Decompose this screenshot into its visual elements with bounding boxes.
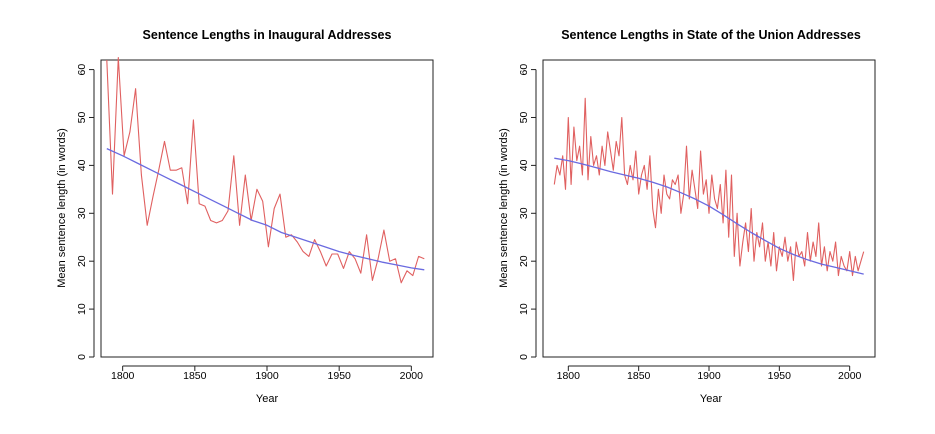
x-axis-label: Year <box>700 393 723 405</box>
y-tick-label: 30 <box>518 207 530 219</box>
x-tick-label: 1850 <box>183 370 207 382</box>
chart-panel-state-of-union: Sentence Lengths in State of the Union A… <box>498 28 876 405</box>
y-tick-label: 10 <box>518 303 530 315</box>
plot-frame <box>542 59 876 358</box>
chart-title: Sentence Lengths in State of the Union A… <box>561 28 861 42</box>
plot-frame <box>100 59 434 358</box>
y-tick-label: 20 <box>76 255 88 267</box>
plot-marks <box>106 57 425 284</box>
y-tick-label: 20 <box>518 255 530 267</box>
raw-series-line <box>553 97 865 281</box>
chart-panel-inaugural: Sentence Lengths in Inaugural Addresses … <box>56 28 434 405</box>
y-tick-label: 40 <box>518 159 530 171</box>
y-tick-label: 50 <box>518 112 530 124</box>
x-tick-label: 1900 <box>697 370 721 382</box>
y-axis-label: Mean sentence length (in words) <box>56 128 68 288</box>
y-tick-label: 50 <box>76 112 88 124</box>
plot-marks <box>553 97 865 281</box>
y-tick-label: 0 <box>518 354 530 360</box>
x-tick-label: 2000 <box>400 370 424 382</box>
x-tick-label: 1800 <box>111 370 135 382</box>
x-tick-label: 1900 <box>255 370 279 382</box>
trend-line <box>106 148 425 271</box>
axes: 0 10 20 30 40 50 60 1800 1850 1900 1950 2000 <box>518 64 862 382</box>
y-tick-label: 30 <box>76 207 88 219</box>
y-tick-label: 10 <box>76 303 88 315</box>
chart-title: Sentence Lengths in Inaugural Addresses <box>143 28 392 42</box>
x-tick-label: 1850 <box>627 370 651 382</box>
x-tick-label: 1950 <box>768 370 792 382</box>
trend-line <box>554 157 864 275</box>
y-tick-label: 40 <box>76 159 88 171</box>
x-axis-label: Year <box>256 393 279 405</box>
y-axis-label: Mean sentence length (in words) <box>498 128 510 288</box>
y-tick-label: 0 <box>76 354 88 360</box>
y-tick-label: 60 <box>76 64 88 76</box>
axes: 0 10 20 30 40 50 60 1800 1850 1900 1950 2000 <box>76 64 423 382</box>
y-tick-label: 60 <box>518 64 530 76</box>
raw-series-line <box>106 57 425 284</box>
x-tick-label: 1950 <box>328 370 352 382</box>
x-tick-label: 2000 <box>838 370 862 382</box>
x-tick-label: 1800 <box>557 370 581 382</box>
